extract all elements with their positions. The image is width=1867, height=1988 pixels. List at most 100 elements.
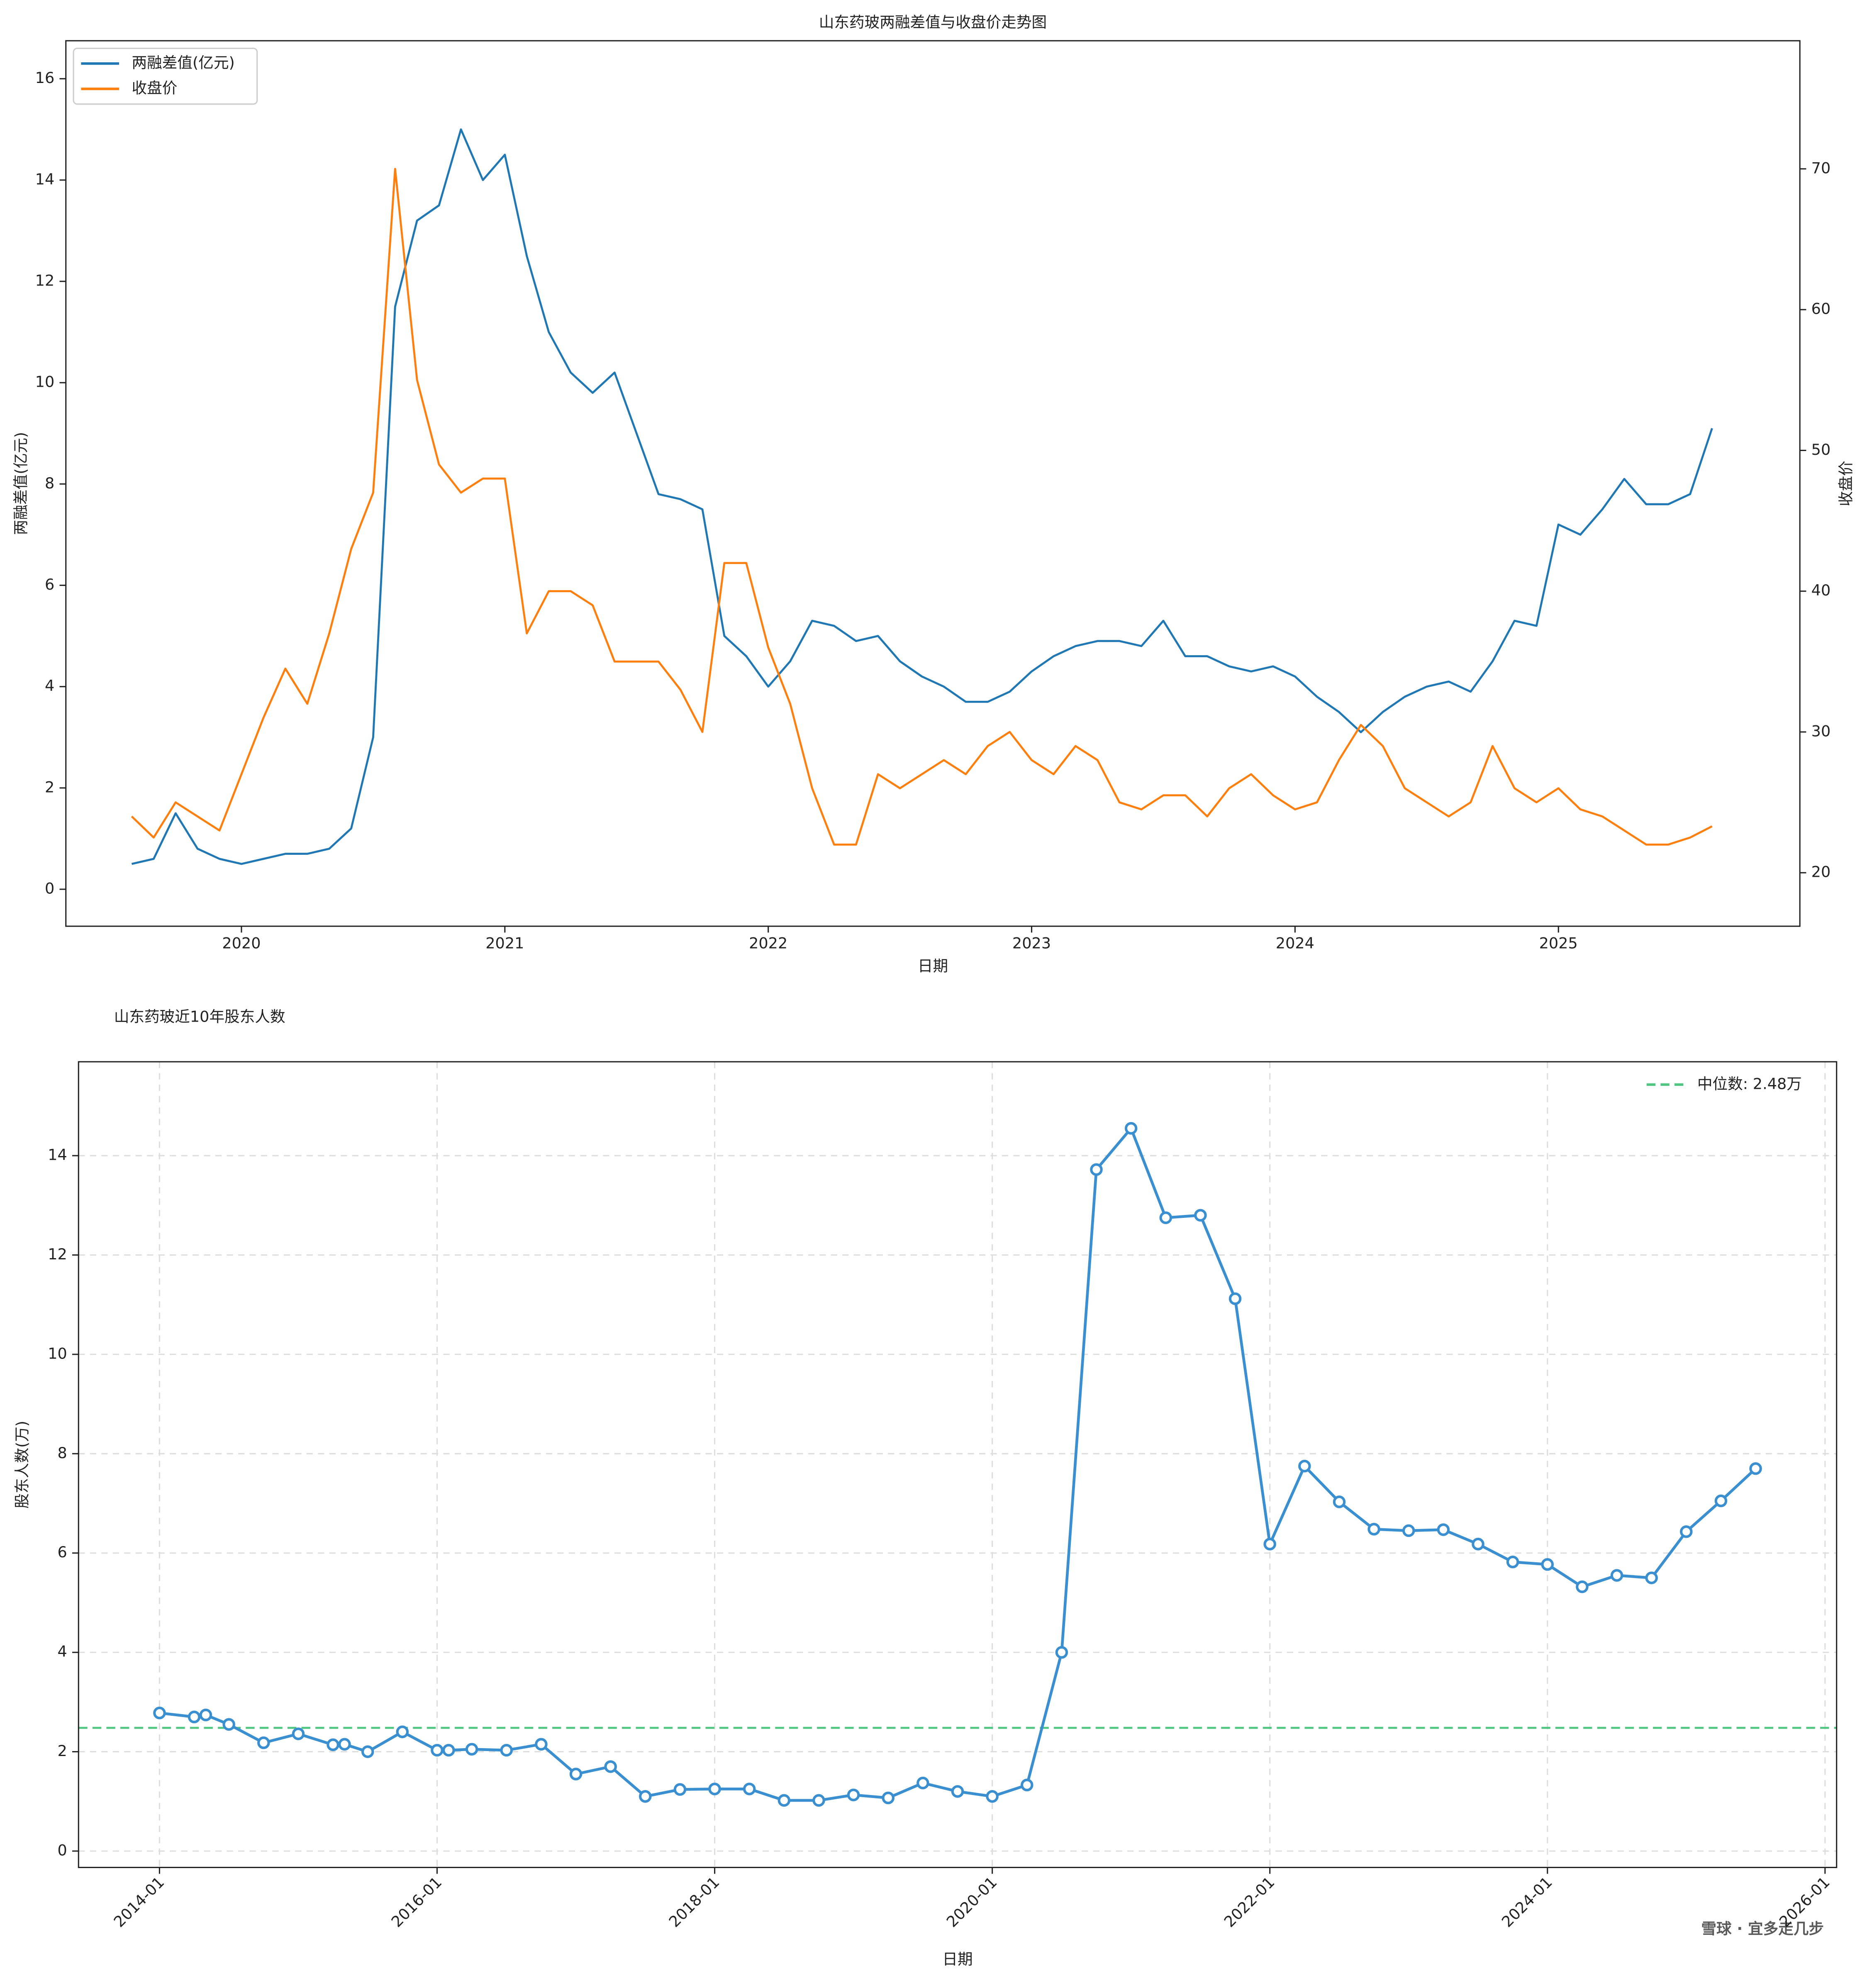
y-tick-label: 12 (48, 1245, 67, 1263)
chart-title: 山东药玻两融差值与收盘价走势图 (819, 13, 1047, 31)
point (916, 1776, 929, 1790)
point (847, 1788, 860, 1801)
x-tick-label: 2025 (1539, 934, 1578, 952)
point (188, 1710, 201, 1724)
plot-frame (65, 40, 1801, 927)
y-tick-label: 6 (57, 1543, 67, 1561)
point (1714, 1494, 1728, 1507)
point (338, 1738, 351, 1751)
point (743, 1783, 756, 1795)
point (1228, 1292, 1242, 1305)
y2-tick-label: 50 (1811, 441, 1831, 459)
point (778, 1794, 791, 1807)
point (1472, 1537, 1484, 1551)
point (1021, 1778, 1033, 1792)
point (673, 1783, 687, 1796)
x-tick-label: 2024-01 (1498, 1873, 1556, 1931)
point (361, 1745, 374, 1758)
y-tick-label: 10 (35, 373, 55, 391)
point (1506, 1556, 1519, 1568)
x-tick-label: 2020-01 (943, 1873, 1001, 1931)
y-tick-label: 16 (35, 69, 55, 87)
legend-label: 两融差值(亿元) (132, 54, 235, 72)
x-tick-label: 2022 (749, 934, 787, 952)
y2-tick-label: 20 (1811, 863, 1831, 881)
x-axis-label: 日期 (918, 957, 948, 975)
y-tick-label: 8 (57, 1444, 67, 1462)
point (396, 1725, 409, 1738)
point (535, 1738, 548, 1751)
y-tick-label: 14 (48, 1146, 67, 1164)
point (708, 1783, 721, 1795)
y-tick-label: 2 (57, 1742, 67, 1760)
point (1749, 1462, 1762, 1475)
y2-axis-label: 收盘价 (1837, 461, 1855, 506)
point (1090, 1163, 1103, 1176)
series-line (159, 1127, 1757, 1802)
x-tick-label: 2016-01 (388, 1873, 446, 1931)
point (812, 1794, 825, 1807)
point (1645, 1571, 1658, 1584)
point (1298, 1459, 1311, 1473)
point (465, 1743, 478, 1756)
plot-frame (78, 1061, 1838, 1868)
y-tick-label: 4 (45, 677, 54, 695)
point (1194, 1209, 1207, 1222)
point (569, 1768, 583, 1781)
point (1333, 1495, 1346, 1508)
point (951, 1785, 964, 1798)
point (1124, 1122, 1138, 1135)
point (257, 1736, 270, 1749)
y-tick-label: 14 (35, 170, 55, 188)
y-tick-label: 10 (48, 1344, 67, 1362)
point (1367, 1523, 1380, 1536)
point (1402, 1524, 1415, 1537)
y-tick-label: 4 (57, 1643, 67, 1661)
y-axis-label: 两融差值(亿元) (12, 432, 29, 535)
point (1437, 1523, 1450, 1536)
point (604, 1760, 617, 1773)
point (639, 1790, 652, 1803)
point (1263, 1537, 1276, 1551)
series-line (131, 168, 1713, 846)
point (986, 1790, 999, 1803)
legend-label: 中位数: 2.48万 (1697, 1075, 1802, 1093)
point (500, 1744, 513, 1757)
x-tick-label: 2018-01 (665, 1873, 723, 1931)
point (292, 1727, 305, 1740)
point (1159, 1211, 1172, 1224)
point (222, 1718, 235, 1731)
y2-tick-label: 40 (1811, 581, 1831, 599)
x-tick-label: 2021 (485, 934, 524, 952)
y-tick-label: 0 (57, 1841, 67, 1859)
chart-title: 山东药玻近10年股东人数 (114, 1007, 285, 1025)
x-tick-label: 2022-01 (1221, 1873, 1278, 1931)
y2-tick-label: 30 (1811, 722, 1831, 740)
legend-label: 收盘价 (132, 79, 178, 97)
point (153, 1706, 166, 1720)
series-line (131, 128, 1713, 865)
point (1541, 1558, 1554, 1571)
point (327, 1738, 339, 1751)
y-tick-label: 12 (35, 272, 55, 290)
x-tick-label: 2020 (222, 934, 261, 952)
y2-tick-label: 70 (1811, 159, 1831, 177)
point (1610, 1569, 1623, 1582)
point (442, 1744, 455, 1757)
y-tick-label: 8 (45, 474, 54, 492)
y-axis-label: 股东人数(万) (13, 1421, 31, 1509)
y-tick-label: 6 (45, 576, 54, 593)
x-tick-label: 2023 (1012, 934, 1051, 952)
point (199, 1708, 212, 1722)
y-tick-label: 2 (45, 778, 54, 796)
x-tick-label: 2024 (1276, 934, 1314, 952)
point (1576, 1580, 1589, 1593)
watermark: 雪球 · 宜多走几步 (1701, 1920, 1824, 1938)
point (431, 1744, 444, 1757)
y2-tick-label: 60 (1811, 300, 1831, 318)
y-tick-label: 0 (45, 880, 54, 898)
x-tick-label: 2014-01 (110, 1873, 168, 1931)
point (1055, 1646, 1068, 1659)
point (1680, 1525, 1693, 1538)
